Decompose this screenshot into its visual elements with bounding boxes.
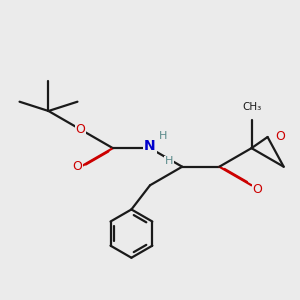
- Text: H: H: [159, 131, 167, 141]
- Text: O: O: [76, 123, 85, 136]
- Text: H: H: [165, 156, 173, 166]
- Text: O: O: [252, 182, 262, 196]
- Text: O: O: [276, 130, 286, 143]
- Text: CH₃: CH₃: [242, 102, 261, 112]
- Text: O: O: [72, 160, 82, 173]
- Text: N: N: [144, 139, 156, 153]
